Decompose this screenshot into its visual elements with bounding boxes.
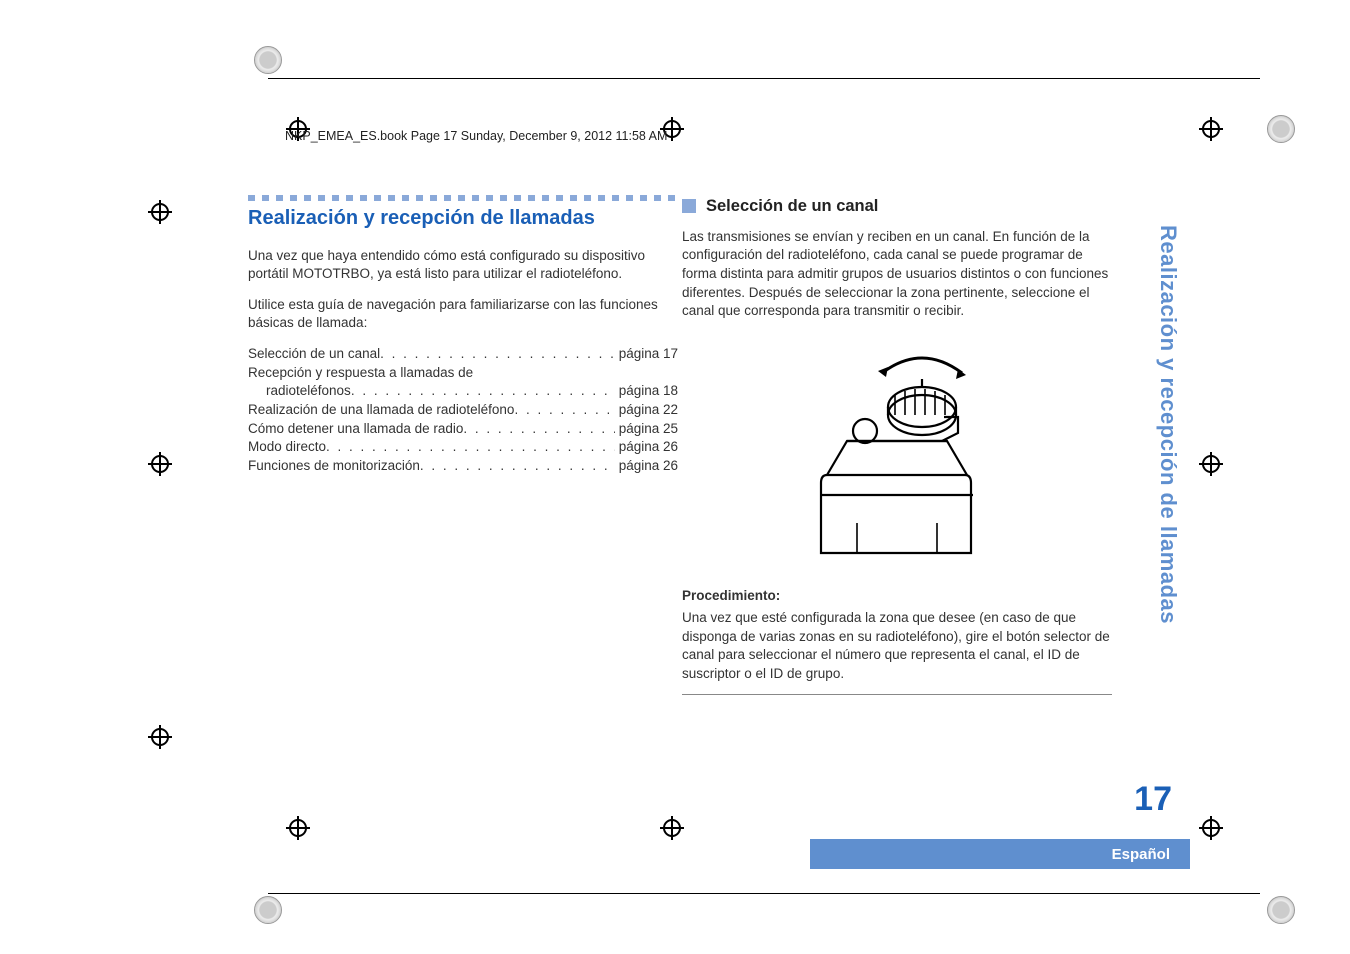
section-para: Las transmisiones se envían y reciben en… bbox=[682, 228, 1112, 321]
procedure-heading: Procedimiento: bbox=[682, 587, 1112, 606]
toc-text: Selección de un canal bbox=[248, 345, 380, 364]
trim-line-icon bbox=[268, 893, 1260, 894]
crosshair-icon bbox=[148, 200, 172, 224]
running-head: NKP_EMEA_ES.book Page 17 Sunday, Decembe… bbox=[285, 129, 667, 143]
crosshair-icon bbox=[1199, 117, 1223, 141]
toc-dots bbox=[326, 438, 615, 457]
toc-dots bbox=[351, 382, 615, 401]
language-bar: Español bbox=[810, 839, 1190, 869]
toc-dots bbox=[514, 401, 614, 420]
toc-text: Cómo detener una llamada de radio bbox=[248, 420, 463, 439]
right-column: Selección de un canal Las transmisiones … bbox=[682, 195, 1112, 695]
intro-para-1: Una vez que haya entendido cómo está con… bbox=[248, 247, 678, 284]
radio-figure bbox=[682, 335, 1112, 569]
toc-row: Realización de una llamada de radioteléf… bbox=[248, 401, 678, 420]
dash-rule-icon bbox=[248, 195, 678, 201]
page-title: Realización y recepción de llamadas bbox=[248, 205, 678, 233]
crosshair-icon bbox=[1199, 816, 1223, 840]
section-heading: Selección de un canal bbox=[706, 195, 878, 218]
crosshair-icon bbox=[286, 816, 310, 840]
crosshair-icon bbox=[660, 816, 684, 840]
toc-page: página 26 bbox=[615, 457, 678, 476]
toc-row: Funciones de monitorización página 26 bbox=[248, 457, 678, 476]
crosshair-icon bbox=[1199, 452, 1223, 476]
radio-knob-illustration-icon bbox=[787, 335, 1007, 563]
toc-text: Realización de una llamada de radioteléf… bbox=[248, 401, 514, 420]
side-tab: Realización y recepción de llamadas bbox=[1155, 225, 1185, 624]
page-number: 17 bbox=[1134, 780, 1172, 819]
toc-page: página 26 bbox=[615, 438, 678, 457]
toc-row: Recepción y respuesta a llamadas de bbox=[248, 364, 678, 383]
toc-row: Modo directo página 26 bbox=[248, 438, 678, 457]
toc-text: Recepción y respuesta a llamadas de bbox=[248, 364, 473, 383]
side-tab-text: Realización y recepción de llamadas bbox=[1155, 225, 1181, 624]
reg-corner-icon bbox=[1267, 115, 1295, 143]
procedure-body: Una vez que esté configurada la zona que… bbox=[682, 609, 1112, 695]
toc-page: página 25 bbox=[615, 420, 678, 439]
toc-text: Funciones de monitorización bbox=[248, 457, 420, 476]
crosshair-icon bbox=[148, 452, 172, 476]
toc-row: Cómo detener una llamada de radio página … bbox=[248, 420, 678, 439]
toc-page: página 17 bbox=[615, 345, 678, 364]
toc-text: radioteléfonos bbox=[248, 382, 351, 401]
toc-row: radioteléfonos página 18 bbox=[248, 382, 678, 401]
page-root: NKP_EMEA_ES.book Page 17 Sunday, Decembe… bbox=[0, 0, 1350, 954]
toc-page: página 22 bbox=[615, 401, 678, 420]
reg-corner-icon bbox=[254, 46, 282, 74]
language-label: Español bbox=[1112, 846, 1170, 863]
intro-para-2: Utilice esta guía de navegación para fam… bbox=[248, 296, 678, 333]
section-bullet-icon bbox=[682, 199, 696, 213]
trim-line-icon bbox=[268, 78, 1260, 79]
toc-row: Selección de un canal página 17 bbox=[248, 345, 678, 364]
toc-list: Selección de un canal página 17 Recepción … bbox=[248, 345, 678, 475]
section-heading-row: Selección de un canal bbox=[682, 195, 1112, 218]
toc-dots bbox=[380, 345, 615, 364]
left-column: Realización y recepción de llamadas Una … bbox=[248, 195, 678, 475]
reg-corner-icon bbox=[254, 896, 282, 924]
crosshair-icon bbox=[148, 725, 172, 749]
toc-text: Modo directo bbox=[248, 438, 326, 457]
toc-page: página 18 bbox=[615, 382, 678, 401]
reg-corner-icon bbox=[1267, 896, 1295, 924]
toc-dots bbox=[463, 420, 614, 439]
toc-dots bbox=[420, 457, 615, 476]
